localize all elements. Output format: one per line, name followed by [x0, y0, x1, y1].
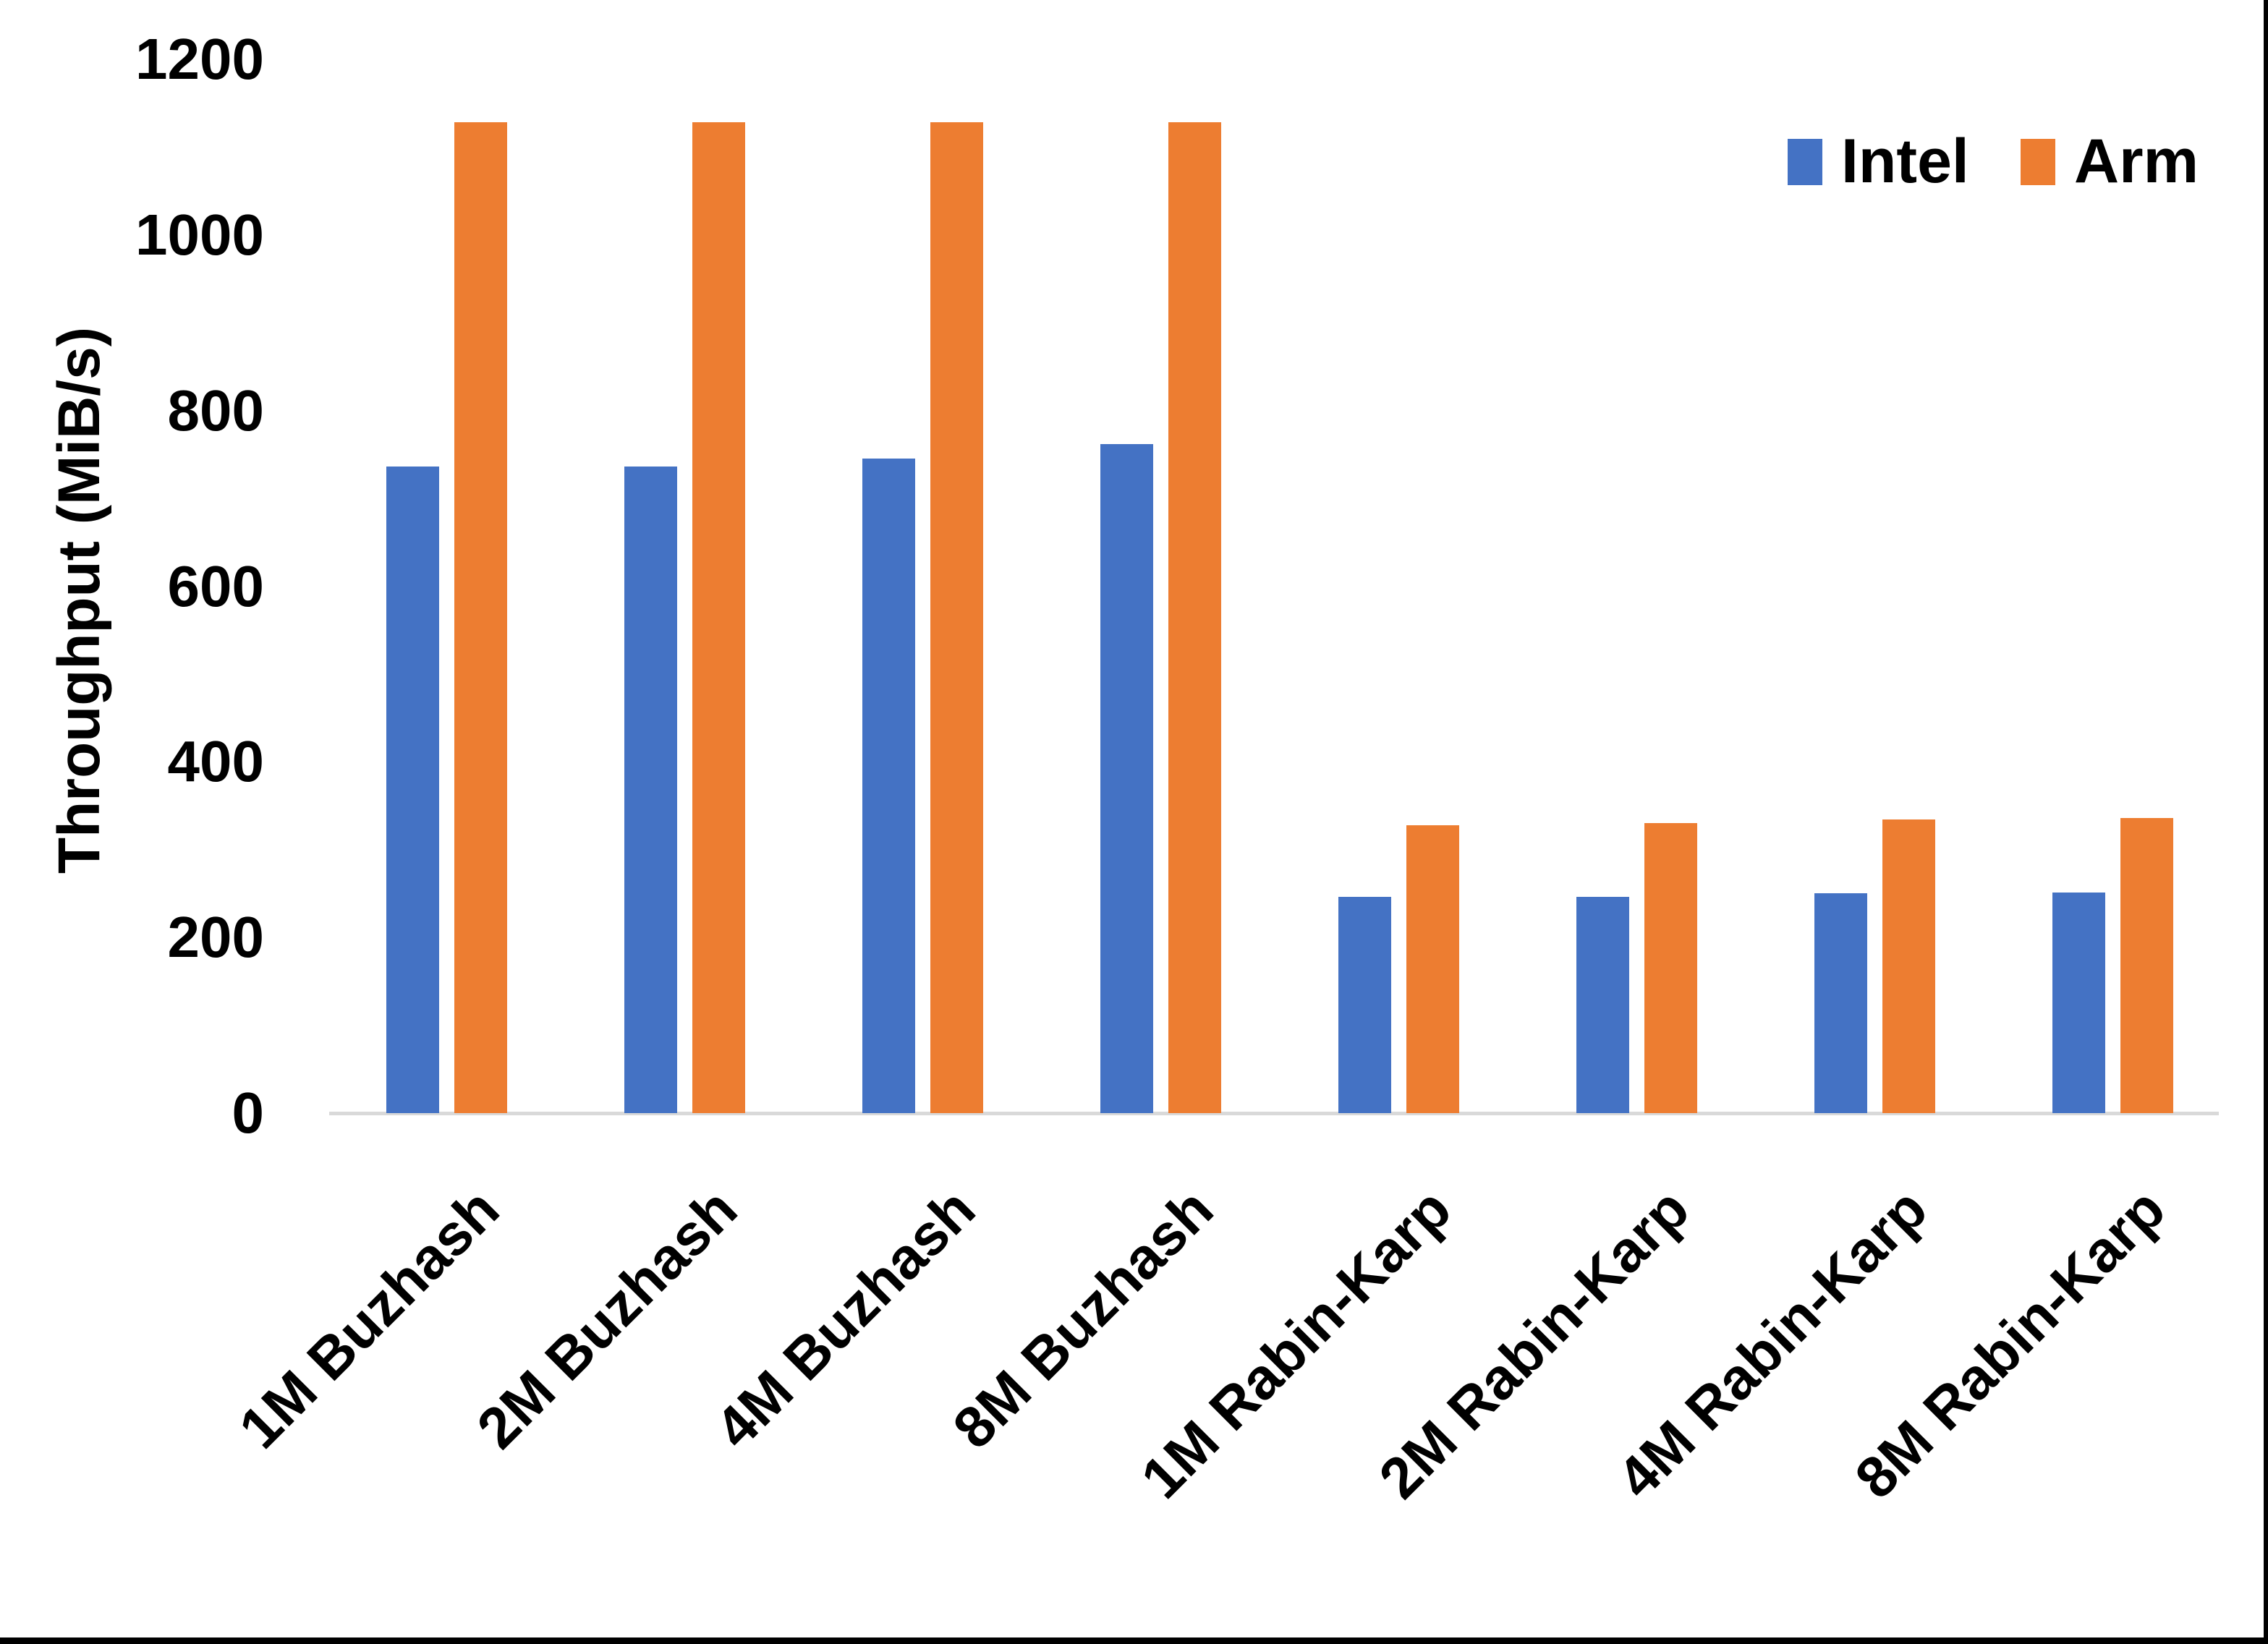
bar-arm-4m-buzhash [930, 122, 983, 1113]
bar-intel-4m-buzhash [862, 459, 915, 1113]
legend-label-intel: Intel [1841, 127, 1969, 196]
bar-intel-8m-rabin-karp [2052, 893, 2105, 1113]
window-edge-right [2264, 0, 2268, 1644]
x-category-label-1m-buzhash: 1M Buzhash [226, 1176, 511, 1461]
y-tick-label-800: 800 [167, 378, 264, 443]
bar-arm-2m-buzhash [692, 122, 745, 1113]
bar-intel-8m-buzhash [1100, 443, 1153, 1113]
y-tick-label-1000: 1000 [135, 202, 264, 267]
legend-swatch-arm [2021, 139, 2055, 185]
bar-arm-1m-buzhash [454, 122, 507, 1113]
legend-swatch-intel [1788, 139, 1822, 185]
window-edge-bottom [0, 1637, 2268, 1644]
bar-arm-4m-rabin-karp [1882, 819, 1935, 1113]
bar-intel-1m-buzhash [386, 467, 439, 1113]
bar-arm-2m-rabin-karp [1644, 823, 1697, 1113]
y-tick-label-600: 600 [167, 553, 264, 618]
y-tick-label-200: 200 [167, 905, 264, 970]
bar-arm-1m-rabin-karp [1406, 825, 1459, 1113]
bar-intel-1m-rabin-karp [1338, 897, 1391, 1113]
bar-intel-2m-rabin-karp [1576, 897, 1629, 1113]
x-axis-line [329, 1112, 2219, 1115]
bar-intel-2m-buzhash [624, 467, 677, 1113]
y-tick-label-400: 400 [167, 729, 264, 794]
y-tick-label-0: 0 [232, 1081, 265, 1145]
bar-arm-8m-buzhash [1168, 122, 1221, 1113]
bar-intel-4m-rabin-karp [1814, 893, 1867, 1113]
bar-arm-8m-rabin-karp [2120, 818, 2173, 1113]
y-tick-label-1200: 1200 [135, 27, 264, 91]
legend-label-arm: Arm [2074, 127, 2199, 196]
